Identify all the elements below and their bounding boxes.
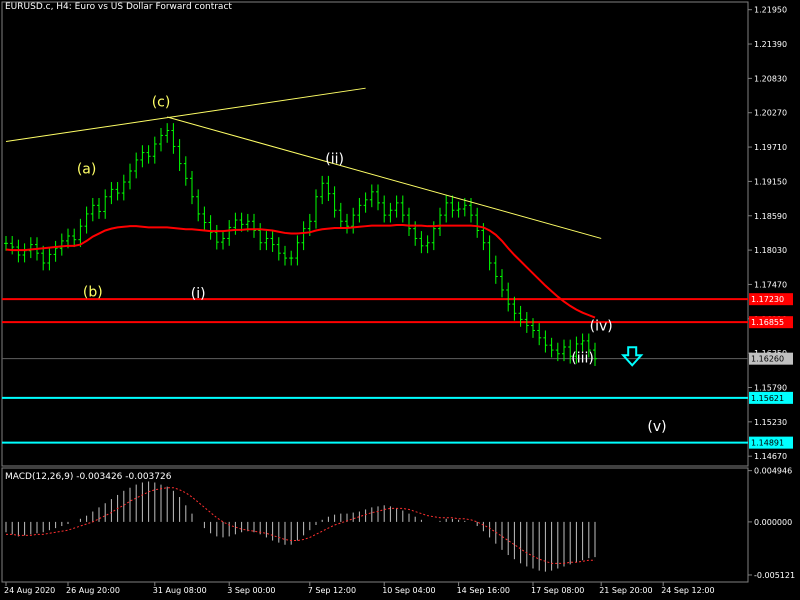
y-tick-label: 1.18030 <box>754 246 787 255</box>
wave-label: (iv) <box>590 318 613 334</box>
x-tick-label: 26 Aug 20:00 <box>66 586 120 595</box>
level-price-label: 1.16855 <box>751 318 784 327</box>
y-tick-label: 1.21390 <box>754 40 787 49</box>
x-tick-label: 17 Sep 08:00 <box>531 586 584 595</box>
trendline <box>5 87 366 143</box>
x-tick-label: 24 Sep 12:00 <box>661 586 714 595</box>
macd-title: MACD(12,26,9) -0.003426 -0.003726 <box>5 472 172 482</box>
down-arrow-icon <box>620 346 644 367</box>
x-tick-label: 10 Sep 04:00 <box>382 586 435 595</box>
y-tick-label: 1.19150 <box>754 177 787 186</box>
level-price-label: 1.14891 <box>751 439 784 448</box>
level-price-box <box>749 391 793 404</box>
chart-title: EURUSD.c, H4: Euro vs US Dollar Forward … <box>5 2 232 12</box>
x-tick-label: 31 Aug 08:00 <box>153 586 207 595</box>
level-price-box <box>749 436 793 449</box>
level-price-box <box>749 352 793 365</box>
y-tick-label: 1.14670 <box>754 452 787 461</box>
level-price-box <box>749 316 793 329</box>
moving-average-line <box>5 223 596 319</box>
x-tick-label: 21 Sep 20:00 <box>599 586 652 595</box>
main-panel-frame <box>1 1 749 467</box>
y-tick-label: 1.19710 <box>754 143 787 152</box>
level-price-label: 1.16260 <box>751 355 784 364</box>
y-tick-label: 1.15790 <box>754 383 787 392</box>
wave-label: (b) <box>83 285 103 301</box>
y-tick-label: 1.21950 <box>754 6 787 15</box>
x-tick-label: 3 Sep 00:00 <box>227 586 275 595</box>
y-tick-label: 1.15230 <box>754 418 787 427</box>
y-tick-label: 1.18590 <box>754 212 787 221</box>
wave-label: (a) <box>77 161 97 177</box>
x-tick-label: 14 Sep 16:00 <box>457 586 510 595</box>
level-price-label: 1.15621 <box>751 394 784 403</box>
level-price-box <box>749 293 793 306</box>
macd-y-tick-label: -0.005121 <box>754 571 795 580</box>
macd-y-tick-label: 0.000000 <box>754 518 792 527</box>
level-price-label: 1.17230 <box>751 295 784 304</box>
x-tick-label: 7 Sep 12:00 <box>308 586 356 595</box>
macd-panel-frame <box>1 467 749 583</box>
macd-y-tick-label: 0.004946 <box>754 467 792 476</box>
wave-label: (v) <box>647 419 666 435</box>
wave-label: (c) <box>152 95 171 111</box>
macd-signal-line <box>6 487 595 564</box>
x-tick-label: 24 Aug 2020 <box>4 586 55 595</box>
wave-label: (ii) <box>325 152 344 168</box>
y-tick-label: 1.17470 <box>754 280 787 289</box>
y-tick-label: 1.20270 <box>754 109 787 118</box>
trendline <box>167 116 602 239</box>
y-tick-label: 1.20830 <box>754 74 787 83</box>
wave-label: (i) <box>191 286 206 302</box>
wave-label: (iii) <box>571 350 594 366</box>
